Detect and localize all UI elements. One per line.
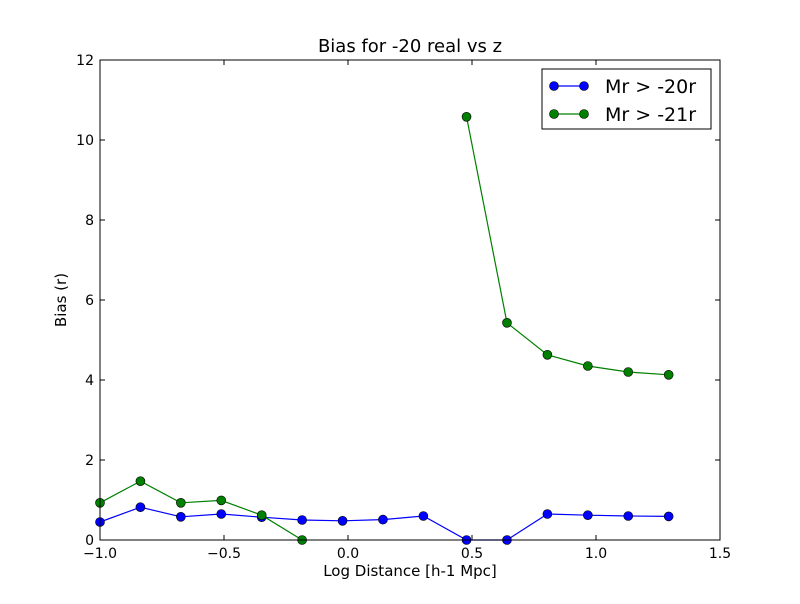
series-layer [95, 112, 674, 545]
series-2-point [461, 112, 472, 122]
series-2-point [583, 361, 593, 371]
series-1-point [623, 511, 634, 521]
legend: Mr > -20r Mr > -21r [541, 68, 712, 130]
legend-marker [549, 81, 559, 91]
series-2-point [623, 367, 634, 377]
series-1-point [216, 509, 227, 519]
series-2-point [176, 497, 186, 508]
x-tick-label: 0.0 [337, 546, 359, 562]
legend-label: Mr > -21r [605, 104, 696, 126]
y-tick-label: 2 [85, 453, 94, 469]
x-tick-label: −1.0 [83, 546, 117, 562]
series-1-point [583, 510, 593, 521]
x-tick-label: 1.0 [585, 546, 607, 562]
series-2-line [465, 116, 669, 376]
x-tick-label: −0.5 [207, 546, 241, 562]
legend-marker [579, 109, 589, 119]
y-tick-label: 12 [76, 53, 94, 69]
series-2-point [663, 369, 674, 380]
x-tick-label: 1.5 [709, 546, 731, 562]
series-1-point [418, 511, 429, 521]
series-1-point [176, 511, 186, 522]
series-2-point [216, 495, 227, 506]
legend-label: Mr > -20r [605, 76, 696, 98]
y-tick-label: 4 [85, 373, 94, 389]
series-1-point [542, 509, 553, 519]
series-2-point [256, 510, 267, 521]
series-1-point [297, 515, 307, 525]
series-2-line [99, 480, 303, 541]
x-axis-label: Log Distance [h-1 Mpc] [323, 562, 497, 580]
legend-box [541, 68, 712, 130]
y-tick-label: 8 [85, 213, 94, 229]
series-1-point [663, 511, 674, 522]
y-tick-label: 6 [85, 293, 94, 309]
y-axis-label: Bias (r) [52, 273, 70, 327]
series-1-point [378, 514, 388, 525]
y-tick-label: 0 [85, 533, 94, 549]
x-tick-label: 0.5 [461, 546, 483, 562]
legend-marker [549, 109, 559, 119]
series-1-point [337, 515, 348, 526]
series-2-point [542, 349, 553, 360]
series-2-point [135, 476, 146, 487]
chart-title: Bias for -20 real vs z [318, 36, 502, 57]
series-2-point [502, 317, 512, 328]
plot-frame [99, 59, 721, 541]
legend-marker [579, 81, 589, 91]
series-1-point [135, 502, 146, 513]
y-tick-label: 10 [76, 133, 94, 149]
